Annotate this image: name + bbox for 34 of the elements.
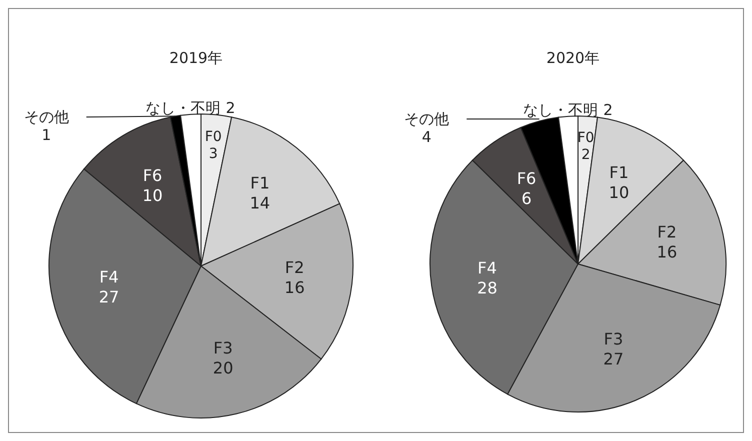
data-label: 28 — [477, 278, 498, 298]
slice-label: その他 — [24, 108, 69, 126]
data-label: 10 — [142, 186, 163, 206]
data-label: 2 — [581, 146, 590, 163]
slice-label: F2 — [657, 222, 677, 242]
slice-label: F4 — [99, 268, 119, 287]
slice-label: その他 — [404, 110, 450, 128]
data-label: 3 — [208, 146, 218, 162]
slice-label: F1 — [609, 162, 629, 182]
slice-label: F3 — [604, 330, 624, 349]
slice-label: F0 — [204, 129, 222, 146]
slice-label: F6 — [516, 169, 536, 188]
data-label: 20 — [212, 358, 234, 378]
slice-label: F1 — [250, 173, 270, 192]
slice-label: F0 — [577, 130, 594, 146]
data-label: 27 — [603, 350, 624, 369]
chart-title: 2019年 — [168, 49, 224, 68]
data-label: 16 — [284, 278, 305, 298]
data-label: 10 — [608, 182, 630, 202]
data-label: 16 — [656, 242, 678, 262]
data-label: 2 — [603, 101, 613, 119]
data-label: 4 — [422, 128, 432, 146]
slice-label: F3 — [213, 338, 233, 358]
slice-label: なし・不明 — [146, 99, 221, 117]
data-label: 27 — [98, 288, 120, 307]
slice-label: F6 — [142, 166, 162, 186]
slice-label: なし・不明 — [523, 101, 598, 119]
data-label: 2 — [226, 99, 236, 117]
data-label: 6 — [521, 189, 532, 208]
slice-label: F2 — [284, 258, 304, 278]
data-label: 1 — [42, 126, 52, 144]
chart-title: 2020年 — [545, 49, 601, 68]
data-label: 14 — [250, 193, 270, 212]
slice-label: F4 — [478, 258, 497, 278]
